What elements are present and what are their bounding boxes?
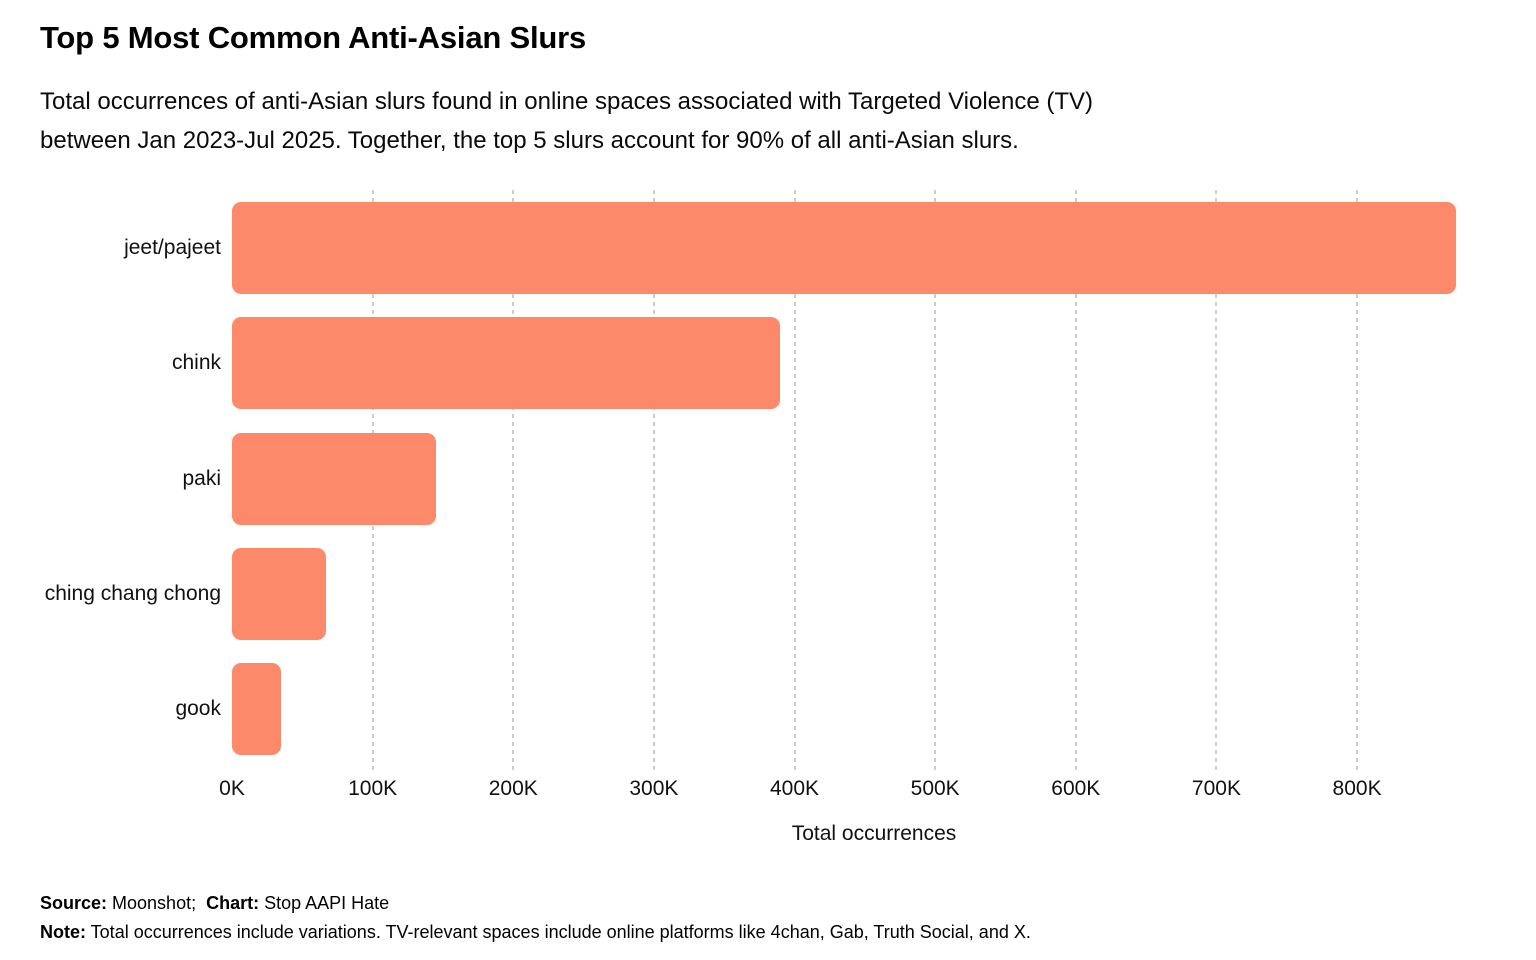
footer: Source: Moonshot; Chart: Stop AAPI Hate … bbox=[40, 889, 1031, 947]
bar-ching-chang-chong bbox=[232, 547, 327, 640]
category-labels: jeet/pajeet chink paki ching chang chong goo… bbox=[0, 190, 221, 767]
x-tick-100k: 100K bbox=[348, 777, 398, 800]
x-tick-800k: 800K bbox=[1332, 777, 1382, 800]
source-line: Source: Moonshot; Chart: Stop AAPI Hate bbox=[40, 889, 1031, 918]
x-tick-0k: 0K bbox=[219, 777, 245, 800]
bar-rows bbox=[232, 190, 1516, 767]
x-tick-700k: 700K bbox=[1191, 777, 1241, 800]
x-axis-ticks: 0K 100K 200K 300K 400K 500K 600K 700K 800K bbox=[219, 777, 1516, 803]
category-label-chink: chink bbox=[171, 351, 221, 375]
x-tick-200k: 200K bbox=[488, 777, 538, 800]
x-tick-600k: 600K bbox=[1051, 777, 1101, 800]
gridline-400k bbox=[793, 190, 796, 771]
category-label-gook: gook bbox=[175, 697, 221, 721]
x-tick-500k: 500K bbox=[910, 777, 960, 800]
x-tick-400k: 400K bbox=[770, 777, 820, 800]
source-value: Moonshot; bbox=[107, 893, 207, 913]
chart-credit-value: Stop AAPI Hate bbox=[259, 893, 390, 913]
gridline-200k bbox=[512, 190, 515, 771]
x-tick-300k: 300K bbox=[629, 777, 679, 800]
bar-row-paki bbox=[232, 421, 1516, 536]
gridline-700k bbox=[1215, 190, 1218, 771]
subtitle-line-1: Total occurrences of anti-Asian slurs fo… bbox=[40, 88, 1094, 115]
category-label-paki: paki bbox=[182, 466, 221, 490]
source-label: Source: bbox=[40, 893, 108, 913]
category-label-jeet-pajeet: jeet/pajeet bbox=[124, 235, 221, 259]
gridline-300k bbox=[652, 190, 655, 771]
bar-row-jeet-pajeet bbox=[232, 190, 1516, 305]
gridline-600k bbox=[1074, 190, 1077, 771]
note-value: Total occurrences include variations. TV… bbox=[86, 922, 1031, 942]
chart-credit-label: Chart: bbox=[206, 893, 260, 913]
bar-row-gook bbox=[232, 652, 1516, 767]
bar-jeet-pajeet bbox=[232, 201, 1456, 294]
note-line: Note: Total occurrences include variatio… bbox=[40, 918, 1031, 947]
subtitle-line-2: between Jan 2023-Jul 2025. Together, the… bbox=[40, 127, 1019, 154]
bar-row-chink bbox=[232, 305, 1516, 420]
chart-title: Top 5 Most Common Anti-Asian Slurs bbox=[40, 20, 587, 55]
gridline-800k bbox=[1356, 190, 1359, 771]
bar-gook bbox=[232, 663, 282, 756]
bar-chink bbox=[232, 317, 781, 410]
note-label: Note: bbox=[40, 922, 86, 942]
chart-subtitle: Total occurrences of anti-Asian slurs fo… bbox=[40, 82, 1093, 160]
bar-paki bbox=[232, 432, 436, 525]
bar-row-ching-chang-chong bbox=[232, 536, 1516, 651]
gridline-500k bbox=[934, 190, 937, 771]
category-label-ching-chang-chong: ching chang chong bbox=[44, 581, 221, 605]
plot-area bbox=[232, 190, 1516, 771]
x-axis-title: Total occurrences bbox=[791, 822, 957, 845]
